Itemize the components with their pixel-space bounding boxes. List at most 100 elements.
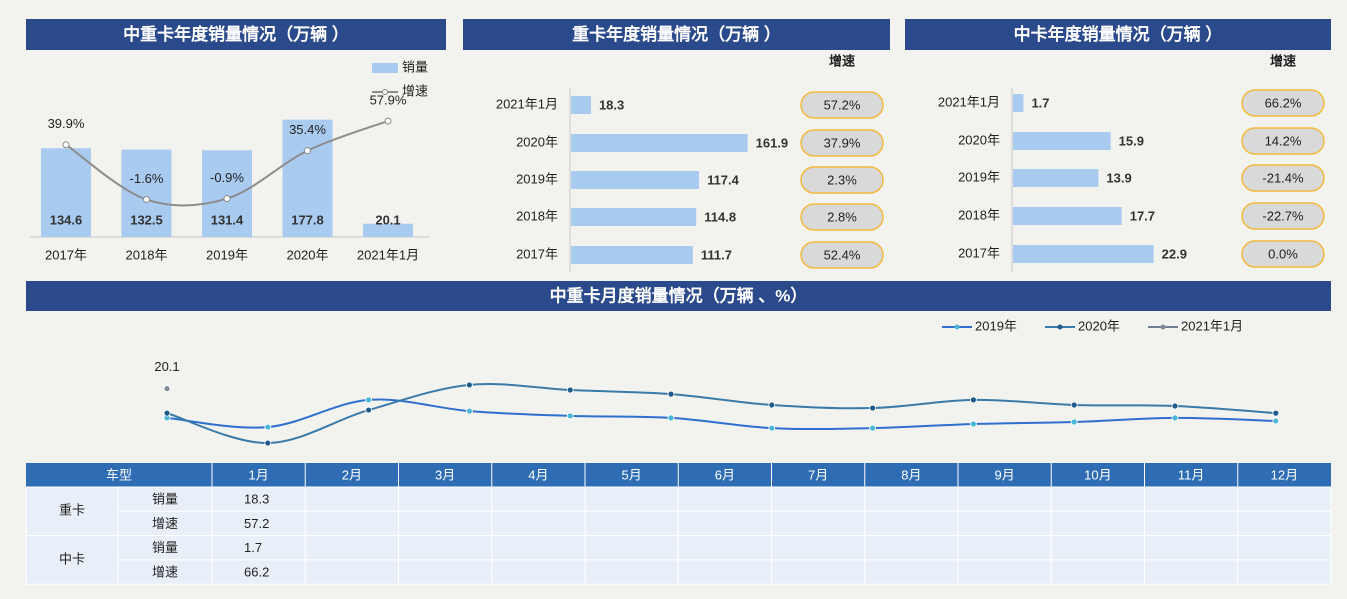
growth-point bbox=[223, 195, 231, 203]
growth-label: 0.0% bbox=[1268, 246, 1298, 261]
table-cell bbox=[1050, 535, 1145, 561]
table-cell bbox=[1237, 510, 1332, 537]
bar-label: 161.9 bbox=[756, 135, 789, 150]
growth-point bbox=[304, 147, 311, 155]
table-cell bbox=[957, 535, 1052, 561]
series-point bbox=[1171, 402, 1179, 410]
table-cell bbox=[1144, 559, 1239, 585]
growth-label: -0.9% bbox=[210, 170, 244, 185]
legend-swatch bbox=[1160, 324, 1166, 330]
bar-label: 20.1 bbox=[375, 212, 400, 227]
table-cell bbox=[957, 486, 1052, 512]
growth-label: 2.8% bbox=[827, 209, 857, 224]
table-header: 11月 bbox=[1178, 467, 1205, 482]
row-label: 销量 bbox=[152, 540, 178, 555]
table-header: 4月 bbox=[528, 467, 548, 482]
growth-label: -21.4% bbox=[1262, 170, 1304, 185]
table-cell bbox=[398, 510, 493, 537]
bar-label: 17.7 bbox=[1130, 208, 1155, 223]
bar bbox=[571, 96, 591, 114]
x-tick-label: 2018年 bbox=[126, 247, 168, 262]
bar bbox=[571, 171, 700, 189]
series-point bbox=[869, 424, 876, 432]
table-cell bbox=[491, 510, 586, 537]
bar-label: 131.4 bbox=[211, 212, 244, 227]
bar-label: 177.8 bbox=[291, 212, 324, 227]
table-cell bbox=[1237, 486, 1332, 512]
y-tick-label: 2020年 bbox=[516, 134, 558, 149]
bar-label: 111.7 bbox=[701, 247, 732, 262]
series-point bbox=[667, 390, 675, 398]
table-cell bbox=[491, 559, 586, 585]
bar-label: 18.3 bbox=[599, 97, 624, 112]
growth-pill bbox=[800, 241, 884, 269]
bar bbox=[571, 134, 748, 152]
legend-label: 销量 bbox=[402, 59, 428, 74]
series-point bbox=[566, 412, 574, 420]
series-point bbox=[566, 386, 574, 394]
growth-label: -1.6% bbox=[130, 171, 164, 186]
table-cell bbox=[1144, 510, 1239, 537]
series-point bbox=[1171, 414, 1179, 422]
bar bbox=[363, 223, 413, 237]
y-tick-label: 2019年 bbox=[516, 171, 558, 186]
table-header: 9月 bbox=[995, 467, 1015, 482]
growth-label: 14.2% bbox=[1265, 133, 1302, 148]
bar bbox=[202, 150, 252, 237]
table-cell bbox=[864, 486, 959, 512]
table-cell bbox=[304, 535, 399, 561]
table-header: 8月 bbox=[901, 467, 921, 482]
bar-label: 117.4 bbox=[707, 172, 740, 187]
series-point bbox=[667, 414, 675, 422]
table-header: 3月 bbox=[435, 467, 455, 482]
panel-title: 中重卡月度销量情况（万辆 、%） bbox=[550, 285, 808, 305]
table-cell bbox=[117, 510, 213, 537]
bar bbox=[121, 149, 172, 237]
bar bbox=[571, 246, 693, 264]
series-point bbox=[365, 406, 373, 414]
table-cell bbox=[677, 559, 772, 585]
table-cell bbox=[398, 559, 493, 585]
table-cell bbox=[398, 535, 493, 561]
growth-label: 35.4% bbox=[289, 122, 326, 137]
table-cell bbox=[304, 559, 399, 585]
series-point bbox=[1070, 418, 1078, 426]
y-tick-label: 2018年 bbox=[958, 207, 1000, 222]
table-header: 12月 bbox=[1271, 467, 1298, 482]
growth-pill bbox=[1241, 127, 1325, 155]
y-tick-label: 2017年 bbox=[516, 246, 558, 261]
table-cell bbox=[584, 510, 679, 537]
panel-header bbox=[905, 19, 1331, 50]
group-label: 中卡 bbox=[59, 551, 85, 566]
table-cell bbox=[211, 486, 306, 512]
bar bbox=[282, 119, 333, 237]
table-cell bbox=[117, 535, 213, 561]
table-group-cell bbox=[25, 486, 119, 537]
bar bbox=[1013, 245, 1154, 263]
table-cell bbox=[771, 559, 866, 585]
series-point bbox=[768, 424, 776, 432]
growth-label: 37.9% bbox=[824, 135, 861, 150]
table-cell bbox=[584, 535, 679, 561]
growth-pill bbox=[1241, 240, 1325, 268]
bar bbox=[1013, 132, 1111, 150]
table-cell bbox=[398, 486, 493, 512]
legend-label: 增速 bbox=[402, 83, 428, 98]
legend-label: 2019年 bbox=[975, 318, 1017, 333]
panel-header bbox=[463, 19, 890, 50]
table-cell bbox=[864, 535, 959, 561]
series-line bbox=[166, 398, 1276, 431]
table-cell bbox=[1050, 510, 1145, 537]
row-label: 销量 bbox=[152, 492, 178, 507]
growth-pill bbox=[800, 203, 884, 231]
growth-label: 66.2% bbox=[1265, 95, 1302, 110]
cell-value: 57.2 bbox=[244, 516, 269, 531]
table-header: 5月 bbox=[622, 467, 642, 482]
y-tick-label: 2019年 bbox=[958, 169, 1000, 184]
table-header: 10月 bbox=[1084, 467, 1111, 482]
bar-label: 15.9 bbox=[1119, 133, 1144, 148]
bar bbox=[1013, 94, 1024, 112]
legend-label: 2020年 bbox=[1078, 318, 1120, 333]
series-point bbox=[264, 439, 272, 447]
